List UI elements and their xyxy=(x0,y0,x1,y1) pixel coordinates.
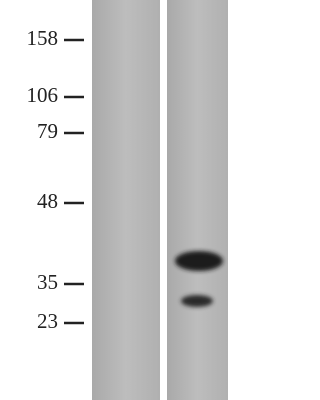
marker-label: 23 xyxy=(37,309,58,333)
marker-label: 106 xyxy=(27,83,59,107)
marker-label: 35 xyxy=(37,270,58,294)
lane-1 xyxy=(92,0,160,400)
band-minor xyxy=(181,295,213,307)
band-main xyxy=(175,251,223,271)
lane-2 xyxy=(167,0,228,400)
marker-label: 48 xyxy=(37,189,58,213)
marker-ladder: 158 106 79 48 35 23 xyxy=(27,26,84,333)
marker-label: 158 xyxy=(27,26,59,50)
western-blot: 158 106 79 48 35 23 xyxy=(26,0,228,400)
marker-label: 79 xyxy=(37,119,58,143)
